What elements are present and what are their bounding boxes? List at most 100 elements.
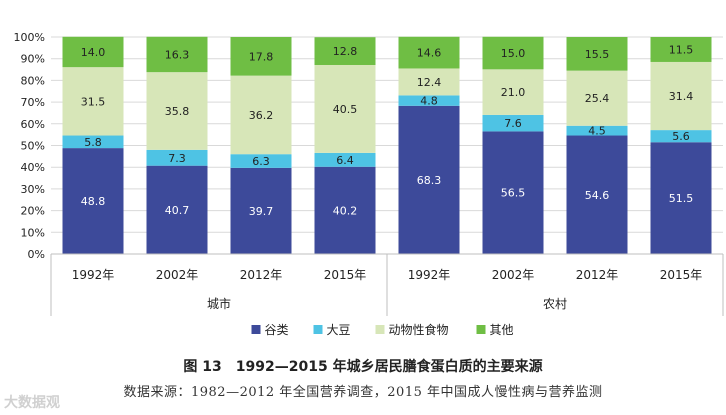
data-label: 21.0	[501, 86, 526, 99]
data-label: 68.3	[417, 174, 442, 187]
y-tick-label: 30%	[21, 183, 45, 196]
data-label: 4.5	[588, 125, 606, 138]
data-label: 40.5	[333, 103, 358, 116]
legend-label: 谷类	[265, 323, 289, 337]
bar-segment	[146, 36, 208, 73]
x-tick-label: 2012年	[576, 268, 619, 282]
y-tick-label: 40%	[21, 161, 45, 174]
bar-segment	[146, 72, 208, 150]
bar-segment	[566, 125, 628, 136]
bar-segment	[566, 37, 628, 71]
x-tick-label: 2012年	[240, 268, 283, 282]
data-label: 16.3	[165, 48, 190, 61]
y-tick-label: 70%	[21, 96, 45, 109]
data-label: 15.0	[501, 47, 526, 60]
bar-segment	[566, 70, 628, 126]
data-label: 7.3	[168, 152, 186, 165]
bar-segment	[62, 67, 124, 136]
data-label: 56.5	[501, 187, 526, 200]
bar-segment	[398, 105, 460, 254]
bar-segment	[62, 135, 124, 149]
data-label: 51.5	[669, 192, 694, 205]
x-axis: 城市 农村 1992年 2002年 2012年 2015年 1992年 2002年 2012年 2…	[50, 253, 724, 316]
data-label: 15.5	[585, 48, 610, 61]
x-tick-label: 2002年	[156, 268, 199, 282]
data-label: 17.8	[249, 50, 274, 63]
bar-segment	[314, 37, 376, 65]
bar-segment	[146, 165, 208, 254]
legend-swatch	[375, 325, 385, 334]
legend-item: 大豆	[313, 323, 351, 337]
bar-segment	[398, 68, 460, 96]
bar-segment	[650, 130, 712, 143]
data-label: 5.6	[672, 130, 690, 143]
legend-item: 动物性食物	[375, 322, 449, 337]
x-tick-label: 1992年	[408, 268, 451, 282]
x-tick-label: 1992年	[72, 268, 115, 282]
data-label: 25.4	[585, 92, 610, 105]
y-tick-label: 0%	[28, 248, 45, 261]
x-tick-label: 2002年	[492, 268, 535, 282]
bar-segment	[62, 148, 124, 254]
data-label: 14.0	[81, 46, 106, 59]
legend: 谷类 大豆 动物性食物 其他	[251, 322, 514, 337]
data-label: 12.8	[333, 45, 358, 58]
data-label: 40.7	[165, 204, 190, 217]
legend-label: 其他	[490, 323, 514, 337]
data-label: 54.6	[585, 189, 610, 202]
data-label: 7.6	[504, 117, 522, 130]
group-label: 城市	[207, 296, 231, 311]
data-label: 31.5	[81, 95, 106, 108]
y-tick-label: 100%	[14, 31, 45, 44]
data-label: 6.3	[252, 155, 270, 168]
group-label: 农村	[543, 297, 567, 311]
bar-segment	[650, 61, 712, 131]
bar-segment	[314, 64, 376, 153]
y-tick-label: 10%	[21, 226, 45, 239]
bar-segment	[482, 114, 544, 132]
bar-segment	[314, 152, 376, 167]
bar-segment	[398, 36, 460, 69]
y-tick-label: 50%	[21, 140, 45, 153]
bar-segment	[230, 75, 292, 155]
watermark: 大数据观	[4, 395, 60, 411]
bar-segment	[650, 142, 712, 254]
data-label: 39.7	[249, 205, 274, 218]
data-label: 6.4	[336, 154, 354, 167]
data-labels: 48.8 5.8 31.5 14.0 40.7 7.3 35.8 16.3 39.7 6.3 36.…	[81, 43, 694, 217]
legend-swatch	[476, 325, 486, 334]
x-tick-label: 2015年	[660, 268, 703, 282]
data-label: 4.8	[420, 95, 438, 108]
data-label: 48.8	[81, 195, 106, 208]
y-tick-label: 90%	[21, 53, 45, 66]
stacked-bar-chart: 0% 10% 20% 30% 40% 50% 60% 70% 80% 90% 100% 48.8 5.…	[14, 31, 724, 337]
legend-label: 大豆	[327, 323, 351, 337]
legend-swatch	[313, 325, 323, 334]
y-tick-label: 80%	[21, 74, 45, 87]
y-tick-label: 20%	[21, 205, 45, 218]
bar-segment	[482, 69, 544, 115]
legend-item: 其他	[476, 323, 514, 337]
data-label: 31.4	[669, 90, 694, 103]
bar-segments	[62, 36, 712, 254]
data-label: 12.4	[417, 76, 442, 89]
bar-segment	[398, 95, 460, 106]
figure-title: 图 13 1992—2015 年城乡居民膳食蛋白质的主要来源	[183, 359, 543, 375]
bar-segment	[482, 131, 544, 254]
bar-segment	[314, 166, 376, 254]
data-label: 35.8	[165, 105, 190, 118]
bar-segment	[62, 36, 124, 68]
data-label: 11.5	[669, 43, 694, 56]
data-label: 36.2	[249, 109, 274, 122]
bar-segment	[482, 36, 544, 70]
bar-segment	[566, 135, 628, 254]
bar-segment	[230, 167, 292, 254]
bar-segment	[230, 154, 292, 168]
bar-segment	[650, 37, 712, 62]
y-tick-label: 60%	[21, 118, 45, 131]
data-label: 14.6	[417, 47, 442, 60]
legend-label: 动物性食物	[389, 322, 449, 337]
bar-segment	[146, 149, 208, 166]
x-tick-label: 2015年	[324, 268, 367, 282]
legend-swatch	[251, 325, 261, 334]
